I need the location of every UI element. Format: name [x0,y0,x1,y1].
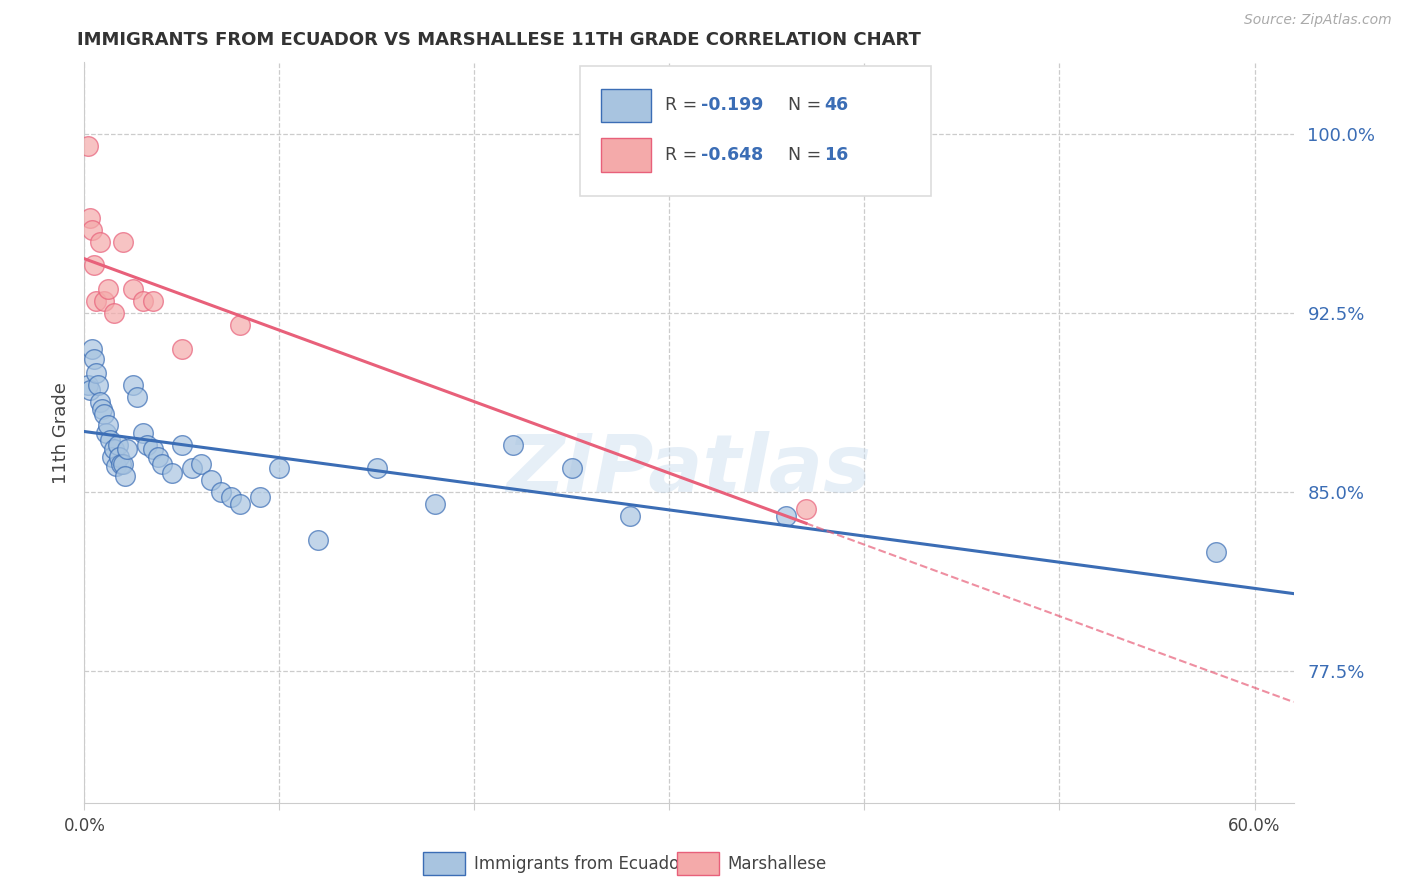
Text: 16: 16 [824,146,849,164]
Point [77,377,100,392]
Point [200,474,222,488]
Point [366,461,388,475]
Point [77,139,100,153]
Text: -0.199: -0.199 [702,96,763,114]
Text: Immigrants from Ecuador: Immigrants from Ecuador [474,855,686,872]
Point [112,457,135,471]
Point [135,437,157,451]
Point [83,259,105,273]
Point [229,497,252,511]
Text: -0.648: -0.648 [702,146,763,164]
Point [79,383,101,397]
Point [122,377,145,392]
Point [82,342,104,356]
Point [180,461,202,475]
Point [94,425,117,440]
Point [142,294,165,309]
Point [84,366,107,380]
Point [87,377,110,392]
Point [89,235,111,249]
Point [132,294,155,309]
Point [112,235,135,249]
Point [103,442,125,457]
Point [110,457,132,471]
Point [90,401,112,416]
Point [150,457,173,471]
Text: R =: R = [665,146,703,164]
Point [97,282,120,296]
Y-axis label: 11th Grade: 11th Grade [52,382,70,483]
Point [1205,545,1227,559]
Text: N =: N = [789,96,827,114]
Point [561,461,583,475]
Text: IMMIGRANTS FROM ECUADOR VS MARSHALLESE 11TH GRADE CORRELATION CHART: IMMIGRANTS FROM ECUADOR VS MARSHALLESE 1… [77,31,921,49]
Point [170,342,193,356]
Point [125,390,148,404]
Point [619,509,641,524]
Point [114,468,136,483]
Point [219,490,242,504]
Point [83,351,105,366]
Point [93,407,115,421]
FancyBboxPatch shape [600,138,651,171]
Point [229,318,252,333]
FancyBboxPatch shape [600,88,651,122]
Point [425,497,447,511]
Point [107,437,129,451]
Point [190,457,212,471]
Text: N =: N = [789,146,827,164]
Text: 46: 46 [824,96,848,114]
Text: ZIPatlas: ZIPatlas [506,431,872,508]
Point [775,509,797,524]
Point [269,461,291,475]
Point [93,294,115,309]
FancyBboxPatch shape [423,853,465,875]
Point [794,502,817,516]
Point [132,425,155,440]
Point [103,306,125,320]
Text: R =: R = [665,96,703,114]
Point [209,485,232,500]
Point [82,222,104,236]
Point [100,450,122,464]
Point [104,458,127,473]
Point [148,450,170,464]
Point [160,467,183,481]
Point [117,442,139,457]
Point [122,282,145,296]
Point [170,437,193,451]
FancyBboxPatch shape [581,66,931,195]
Point [79,211,101,225]
Point [142,442,165,457]
Point [84,294,107,309]
Point [108,450,131,464]
Point [307,533,329,547]
Point [89,394,111,409]
Text: Source: ZipAtlas.com: Source: ZipAtlas.com [1244,13,1392,28]
Point [502,437,524,451]
Point [98,433,121,447]
Text: Marshallese: Marshallese [728,855,827,872]
Point [249,490,271,504]
Point [97,418,120,433]
FancyBboxPatch shape [676,853,720,875]
